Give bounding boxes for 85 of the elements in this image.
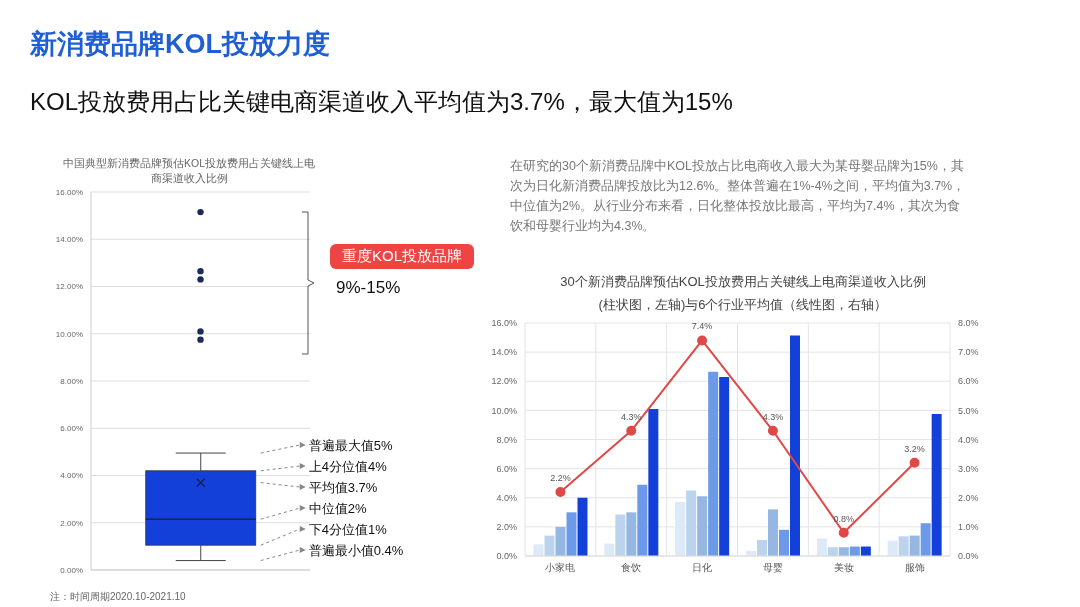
bar: [816, 538, 827, 556]
y2-tick-label: 1.0%: [958, 522, 979, 533]
bar: [768, 509, 778, 556]
chart-title: 中国典型新消费品牌预估KOL投放费用占关键线上电商渠道收入比例: [62, 157, 315, 184]
y-tick-label: 6.0%: [496, 463, 517, 474]
text: KOL投放费用占比关键电商渠道收入平均值为3.7%，最大值为15%: [30, 88, 733, 115]
bar: [555, 526, 566, 556]
y-tick-label: 4.00%: [60, 471, 83, 481]
point: [555, 486, 566, 497]
y-tick-label: 16.00%: [55, 187, 83, 197]
bar: [790, 335, 800, 556]
bar: [920, 523, 931, 556]
y-tick-label: 2.0%: [496, 522, 517, 533]
y-tick-label: 16.0%: [491, 318, 517, 329]
y2-tick-label: 5.0%: [958, 405, 979, 416]
bar: [719, 376, 730, 556]
y-tick-label: 0.00%: [60, 565, 83, 575]
y-tick-label: 8.00%: [60, 376, 83, 386]
x-tick-label: 服饰: [904, 562, 925, 574]
x-tick-label: 日化: [692, 562, 713, 574]
x-tick-label: 美妆: [833, 562, 854, 574]
bar: [637, 484, 648, 556]
bar: [686, 490, 697, 556]
x-tick-label: 食饮: [621, 562, 642, 574]
bar: [626, 512, 637, 556]
bar: [566, 512, 577, 556]
annotation: 中位值2%: [308, 501, 367, 517]
bar: [909, 535, 920, 556]
point: [767, 425, 778, 436]
y2-tick-label: 7.0%: [958, 347, 979, 358]
y-tick-label: 4.0%: [496, 492, 517, 503]
y-tick-label: 12.0%: [491, 376, 517, 387]
data-label: 4.3%: [620, 411, 642, 422]
bar: [838, 547, 849, 556]
bar: [615, 514, 626, 556]
annotation: 平均值3.7%: [308, 480, 378, 496]
bar: [931, 414, 942, 556]
x-tick-label: 小家电: [545, 562, 576, 574]
bar: [779, 529, 789, 556]
bar: [697, 496, 708, 556]
text: 新消费品牌KOL投放力度: [30, 29, 330, 59]
y-tick-label: 8.0%: [496, 434, 517, 445]
y-tick-label: 0.0%: [496, 551, 517, 562]
data-label: 4.3%: [762, 411, 784, 422]
bar: [757, 539, 767, 556]
bar: [827, 547, 838, 556]
data-label: 3.2%: [904, 443, 925, 454]
bar: [898, 536, 909, 556]
bar: [648, 408, 659, 556]
point: [626, 425, 637, 436]
annotation: 下4分位值1%: [308, 522, 388, 538]
y-tick-label: 14.0%: [491, 347, 517, 358]
y-tick-label: 10.00%: [55, 329, 83, 339]
data-label: 2.2%: [550, 472, 571, 483]
bar: [708, 371, 719, 556]
bar: [887, 540, 898, 556]
bar: [544, 535, 555, 556]
y-tick-label: 10.0%: [491, 405, 517, 416]
text: 注：时间周期2020.10-2021.10: [50, 591, 186, 602]
annotation: 上4分位值4%: [308, 459, 388, 475]
annotation: 普遍最小值0.4%: [308, 543, 404, 559]
data-label: 0.8%: [833, 513, 855, 524]
chart-title: 30个新消费品牌预估KOL投放费用占关键线上电商渠道收入比例(柱状图，左轴)与6个行业平均值（线性图，右轴）: [560, 274, 926, 312]
y-tick-label: 12.00%: [55, 282, 83, 292]
text: 重度KOL投放品牌: [342, 247, 463, 264]
y2-tick-label: 0.0%: [958, 551, 979, 562]
point: [697, 335, 708, 346]
text: 9%-15%: [336, 278, 401, 297]
bar: [675, 502, 686, 556]
data-label: 7.4%: [691, 321, 713, 332]
bar: [533, 544, 544, 556]
y2-tick-label: 4.0%: [958, 434, 979, 445]
y2-tick-label: 8.0%: [958, 318, 979, 329]
y2-tick-label: 3.0%: [958, 463, 979, 474]
text: 在研究的30个新消费品牌中KOL投放占比电商收入最大为某母婴品牌为15%，其次为日化新消费品牌投放比为12.6%。整体普遍在1%-4%之间，平均值为3.7%，中位值为2%。从行业分布来看，日化整体投放比最高，平均为7.4%，其次为食饮和母婴行业均为4.3%。: [510, 159, 966, 233]
x-tick-label: 母婴: [762, 562, 783, 574]
point: [909, 457, 920, 468]
point: [838, 527, 849, 538]
annotation: 普遍最大值5%: [308, 438, 393, 454]
y-tick-label: 6.00%: [60, 424, 83, 434]
y2-tick-label: 2.0%: [958, 492, 979, 503]
y2-tick-label: 6.0%: [958, 376, 979, 387]
y-tick-label: 2.00%: [60, 518, 83, 528]
bar: [577, 497, 588, 556]
y-tick-label: 14.00%: [55, 235, 83, 245]
